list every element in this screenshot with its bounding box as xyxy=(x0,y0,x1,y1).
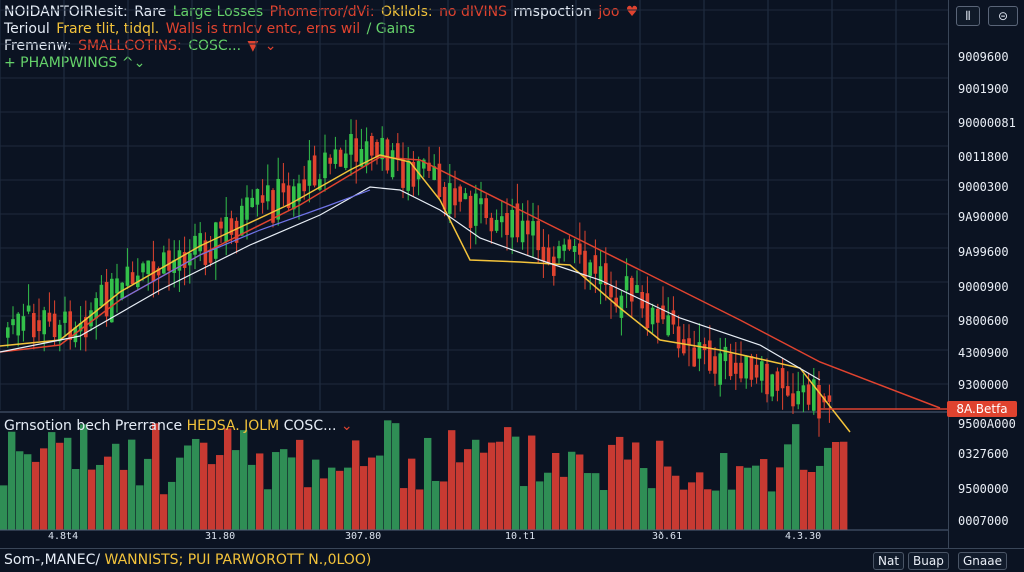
price-axis-label: 90000081 xyxy=(958,116,1016,130)
header-line-1: NOIDANTOIRIesit: Rare Large Losses Phome… xyxy=(4,4,640,20)
time-axis-label: 4.3.30 xyxy=(785,531,822,542)
header-l2-0: Terioul xyxy=(4,21,50,37)
panel-icon[interactable]: ⫴ xyxy=(956,6,980,26)
price-axis-label: 9001900 xyxy=(958,82,1009,96)
ma-white-line xyxy=(0,186,821,381)
header-l4-0[interactable]: + PHAMPWINGS ^⌄ xyxy=(4,55,146,71)
ma-red-line xyxy=(0,156,941,409)
time-axis-label: 4.8t4 xyxy=(48,531,79,542)
time-axis-label: 307.80 xyxy=(345,531,382,542)
header-l1-4: OkIlols: xyxy=(380,4,433,20)
chevron-down-icon[interactable]: ⌄ xyxy=(340,418,353,434)
price-axis-label: 9A99600 xyxy=(958,245,1009,259)
header-l1-1: Rare xyxy=(134,4,167,20)
header-l1-7: joo xyxy=(598,4,620,20)
chart-area[interactable] xyxy=(0,0,948,548)
chevron-down-icon[interactable]: ⌄ xyxy=(264,38,277,54)
price-axis-label: 0327600 xyxy=(958,447,1009,461)
header-l1-2: Large Losses xyxy=(172,4,264,20)
status-text-2: N.,0LOO) xyxy=(308,552,372,568)
header-l1-5: no dIVINS xyxy=(439,4,508,20)
ma-yellow-line xyxy=(0,154,851,433)
header-line-2: Terioul Frare tlit, tidql. Walls is trnl… xyxy=(4,21,417,37)
status-text: Som-,MANEC/ WANNISTS; PUI PARWOROTT N.,0… xyxy=(4,552,371,568)
volume-bars xyxy=(0,420,848,530)
subpanel-title-0: Grnsotion bech Prerrance xyxy=(4,418,183,434)
header-l2-3: / Gains xyxy=(366,21,416,37)
time-axis-label: 31.80 xyxy=(205,531,236,542)
header-l1-0: NOIDANTOIRIesit: xyxy=(4,4,128,20)
header-l1-3: Phomerror/dVi: xyxy=(269,4,375,20)
buap-button[interactable]: Buap xyxy=(908,552,949,570)
price-axis-label: 9300000 xyxy=(958,378,1009,392)
header-line-3: Fremenw: SMALLCOTINS: COSC... ▼ ⌄ xyxy=(4,38,278,54)
price-axis-label: 4300900 xyxy=(958,346,1009,360)
price-axis-label: 0011800 xyxy=(958,150,1009,164)
bottom-toolbar: Som-,MANEC/ WANNISTS; PUI PARWOROTT N.,0… xyxy=(0,548,1024,572)
header-l3-0: Fremenw: xyxy=(4,38,72,54)
nat-button[interactable]: Nat xyxy=(873,552,905,570)
view-icon[interactable]: ⊝ xyxy=(988,6,1018,26)
subpanel-title-1: HEDSA. JOLM xyxy=(186,418,280,434)
gnaae-button[interactable]: Gnaae xyxy=(958,552,1007,570)
header-l1-6: rmspoction xyxy=(513,4,592,20)
status-text-1: WANNISTS; PUI PARWOROTT xyxy=(104,552,304,568)
heart-icon: ♥ xyxy=(625,4,639,20)
price-axis-label: 9009600 xyxy=(958,50,1009,64)
time-axis-label: 10.t1 xyxy=(505,531,536,542)
price-axis-label: 9000900 xyxy=(958,280,1009,294)
price-axis-label: 9500A000 xyxy=(958,417,1016,431)
price-axis[interactable] xyxy=(948,0,1024,548)
subpanel-title-2: COSC... xyxy=(283,418,337,434)
price-axis-label: 9500000 xyxy=(958,482,1009,496)
price-axis-label: 9800600 xyxy=(958,314,1009,328)
price-axis-label: 9000300 xyxy=(958,180,1009,194)
current-price-tag: 8A.Betfa xyxy=(947,401,1017,417)
price-axis-label: 9A90000 xyxy=(958,210,1009,224)
header-l3-1: SMALLCOTINS: xyxy=(78,38,182,54)
status-text-0: Som-,MANEC/ xyxy=(4,552,101,568)
dropdown-triangle-icon[interactable]: ▼ xyxy=(247,38,259,54)
time-axis-label: 3ð.61 xyxy=(652,531,683,542)
header-l2-2: Walls is trnlcv entc, erns wil xyxy=(165,21,361,37)
subpanel-title: Grnsotion bech Prerrance HEDSA. JOLM COS… xyxy=(4,418,353,434)
header-l2-1: Frare tlit, tidql. xyxy=(56,21,160,37)
ma-blue-line xyxy=(119,189,371,301)
header-line-4: + PHAMPWINGS ^⌄ xyxy=(4,55,147,71)
price-axis-label: 0007000 xyxy=(958,514,1009,528)
header-l3-2: COSC... xyxy=(188,38,242,54)
candles xyxy=(6,119,832,437)
